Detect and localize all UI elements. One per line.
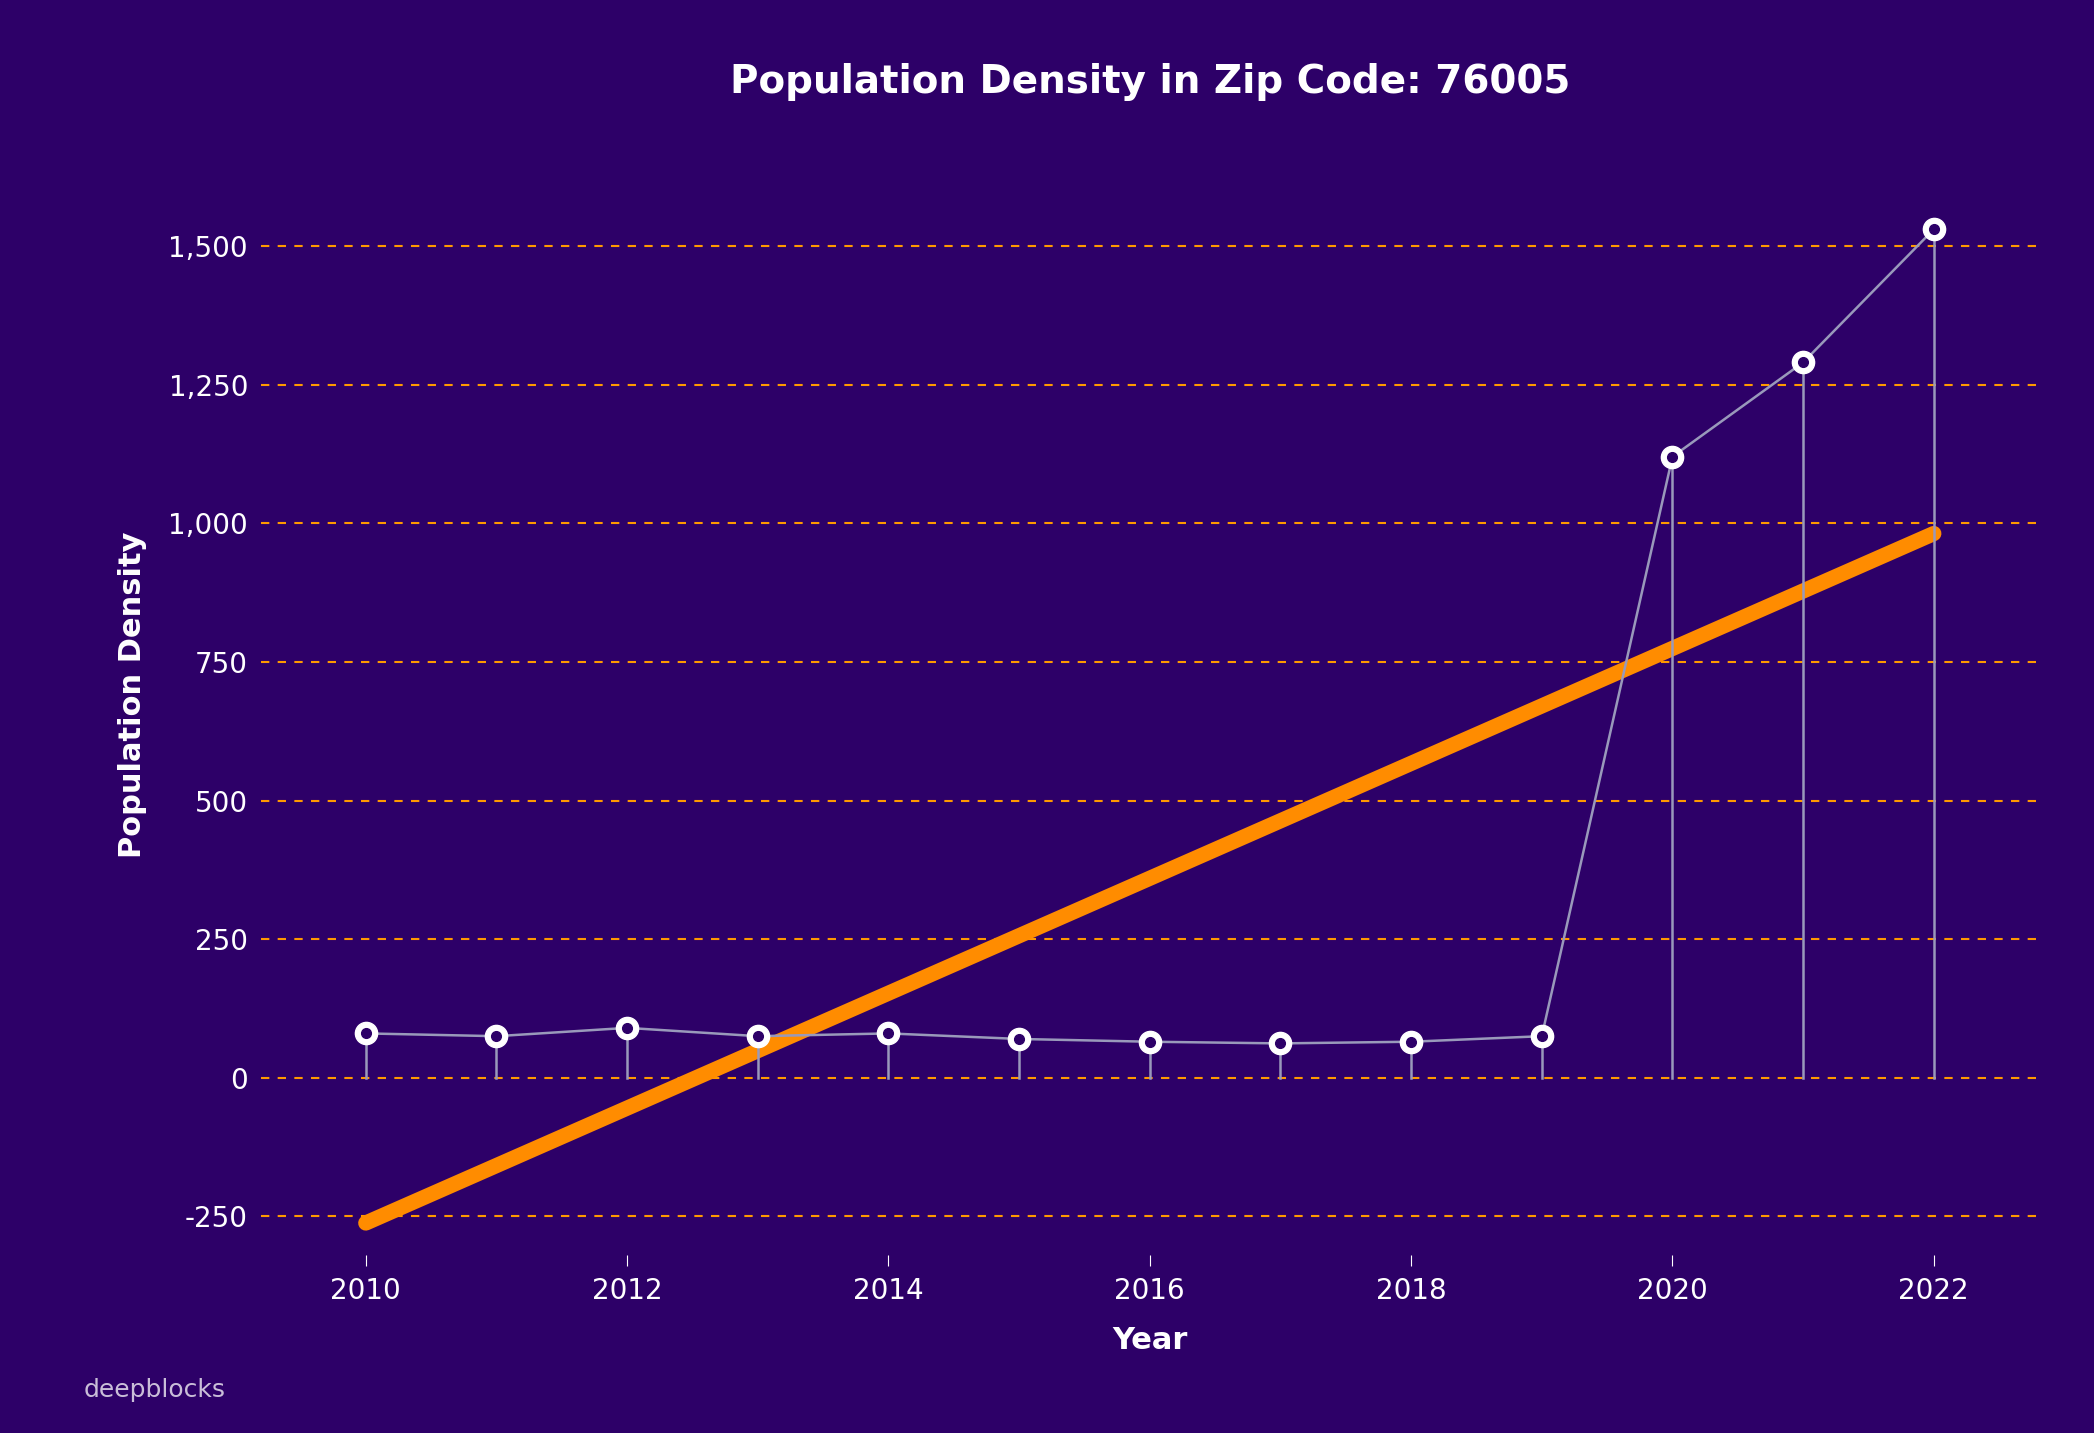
Text: deepblocks: deepblocks — [84, 1379, 226, 1401]
Y-axis label: Population Density: Population Density — [119, 532, 147, 858]
Title: Population Density in Zip Code: 76005: Population Density in Zip Code: 76005 — [729, 63, 1570, 102]
X-axis label: Year: Year — [1112, 1327, 1187, 1356]
